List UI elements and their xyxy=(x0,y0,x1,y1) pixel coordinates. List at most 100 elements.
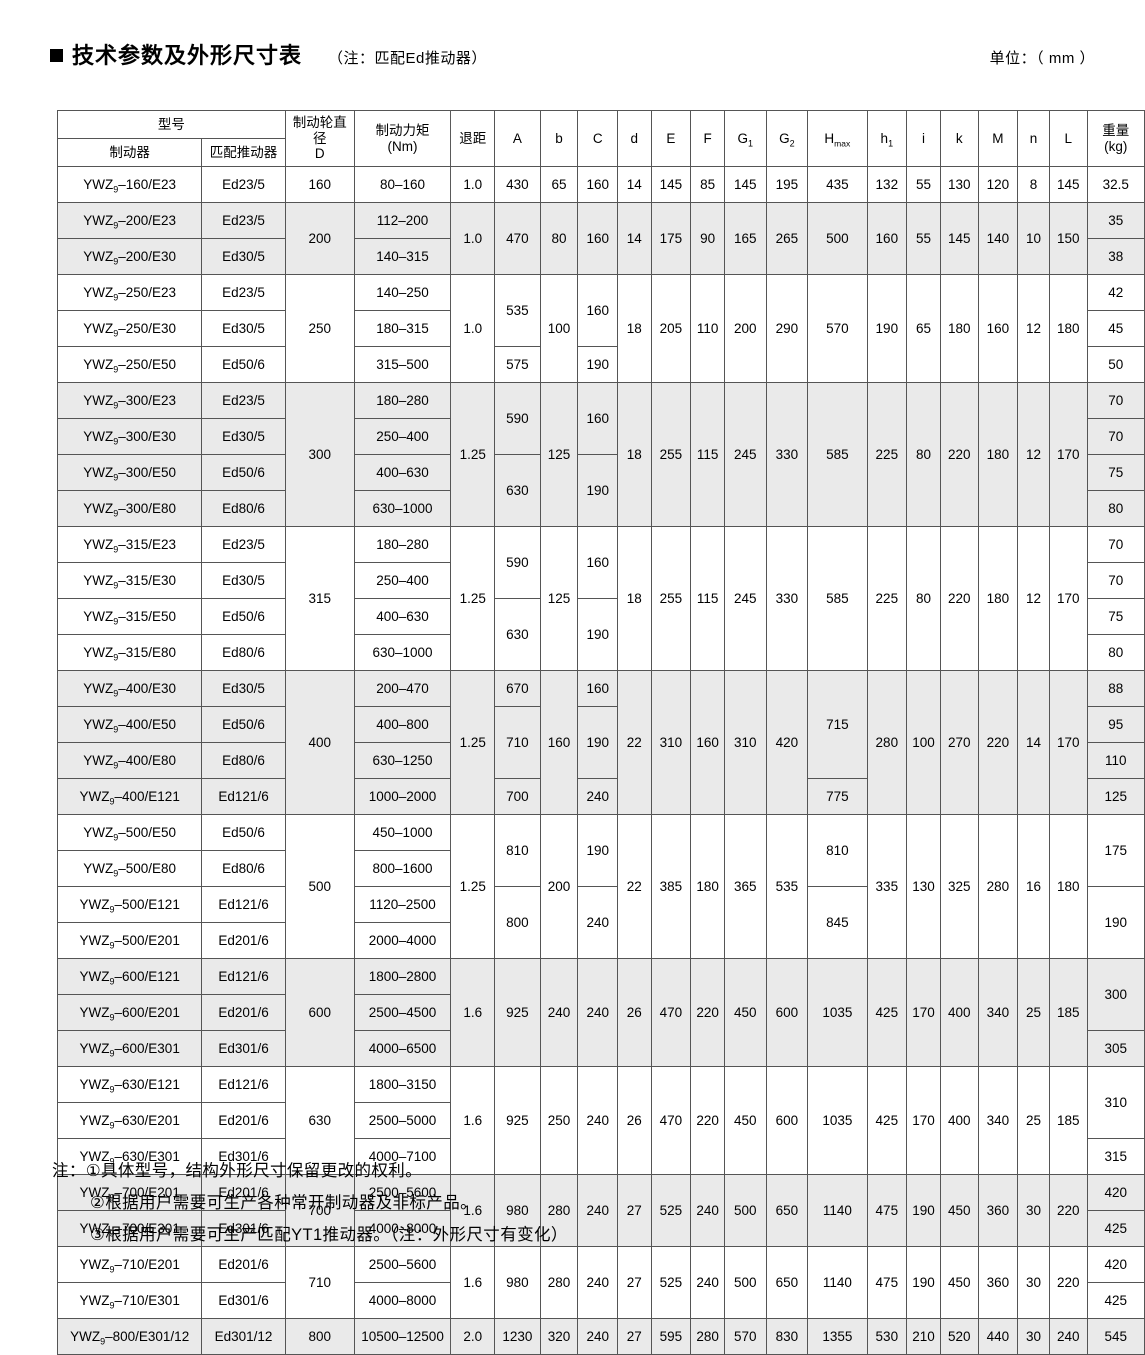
cell-k: 270 xyxy=(939,670,979,815)
cell-b: 280 xyxy=(539,1174,579,1247)
cell-model-brake: YWZ9–710/E201 xyxy=(56,1246,203,1283)
cell-Hmax: 585 xyxy=(807,526,868,671)
cell-F: 220 xyxy=(690,1066,726,1175)
cell-i: 210 xyxy=(906,1318,941,1355)
cell-L: 220 xyxy=(1048,1174,1088,1247)
footnote-line-3: ③根据用户需要可生产匹配YT1推动器。（注：外形尺寸有变化） xyxy=(90,1219,568,1251)
cell-C: 240 xyxy=(577,1318,619,1355)
cell-model-brake: YWZ9–630/E301 xyxy=(56,1138,203,1175)
col-M: M xyxy=(977,110,1019,167)
cell-model-thruster: Ed50/6 xyxy=(201,346,286,383)
col-model-group: 型号 xyxy=(57,110,286,139)
cell-A: 470 xyxy=(494,202,541,275)
cell-weight: 32.5 xyxy=(1086,166,1145,203)
cell-F: 110 xyxy=(690,274,726,383)
cell-L: 220 xyxy=(1048,1246,1088,1319)
cell-h1: 190 xyxy=(866,274,908,383)
cell-model-brake: YWZ9–400/E121 xyxy=(56,778,203,815)
footnote-item-2: ②根据用户需要可生产各种常开制动器及非标产品。 xyxy=(90,1194,477,1213)
cell-wheel-diameter: 250 xyxy=(284,274,355,383)
cell-G1: 450 xyxy=(724,1066,767,1175)
cell-A: 925 xyxy=(494,958,541,1067)
cell-wheel-diameter: 160 xyxy=(284,166,355,203)
footnote-line-2: ②根据用户需要可生产各种常开制动器及非标产品。 xyxy=(90,1187,568,1219)
cell-model-thruster: Ed121/6 xyxy=(201,778,286,815)
table-row: YWZ9–800/E301/12 Ed301/12 800 10500–12500 2.… xyxy=(56,1318,1145,1355)
cell-gap: 1.25 xyxy=(450,526,496,671)
cell-L: 180 xyxy=(1048,814,1088,959)
cell-model-brake: YWZ9–250/E30 xyxy=(56,310,203,347)
table-row: YWZ9–315/E23 Ed23/5 315 180–280 1.25 590 125 16… xyxy=(56,526,1145,671)
col-model-thruster: 匹配推动器 xyxy=(201,138,286,167)
cell-weight: 75 xyxy=(1086,454,1145,491)
cell-weight: 310 xyxy=(1086,1066,1145,1139)
col-h1-base: h xyxy=(880,130,889,146)
col-weight: 重量 (kg) xyxy=(1086,110,1145,167)
cell-weight: 175 xyxy=(1086,814,1145,887)
cell-M: 140 xyxy=(977,202,1019,275)
cell-model-brake: YWZ9–300/E23 xyxy=(56,382,203,419)
cell-h1: 475 xyxy=(866,1246,908,1319)
cell-E: 525 xyxy=(650,1246,692,1319)
cell-F: 280 xyxy=(690,1318,726,1355)
footnote-item-3: ③根据用户需要可生产匹配YT1推动器。（注：外形尺寸有变化） xyxy=(90,1226,568,1245)
cell-model-brake: YWZ9–160/E23 xyxy=(56,166,203,203)
cell-d: 22 xyxy=(617,670,652,815)
table-row: YWZ9–400/E30 Ed30/5 400 200–470 1.25 670 160 16… xyxy=(56,670,1145,815)
cell-G2: 330 xyxy=(765,526,809,671)
cell-torque: 4000–6500 xyxy=(353,1030,452,1067)
col-G2-sub: 2 xyxy=(789,138,795,149)
cell-wheel-diameter: 700 xyxy=(284,1174,355,1247)
cell-gap: 1.25 xyxy=(450,814,496,959)
cell-model-brake: YWZ9–600/E201 xyxy=(56,994,203,1031)
cell-M: 180 xyxy=(977,526,1019,671)
cell-C: 240 xyxy=(577,1246,619,1319)
cell-F: 240 xyxy=(690,1246,726,1319)
cell-C: 190 xyxy=(577,454,619,527)
table-row: YWZ9–400/E80 Ed80/6 630–1250 110 xyxy=(56,742,1145,779)
cell-torque: 2000–4000 xyxy=(353,922,452,959)
cell-wheel-diameter: 800 xyxy=(284,1318,355,1355)
cell-b: 200 xyxy=(539,814,579,959)
cell-model-brake: YWZ9–200/E30 xyxy=(56,238,203,275)
cell-Hmax: 570 xyxy=(807,274,868,383)
cell-Hmax: 1355 xyxy=(807,1318,868,1355)
cell-weight: 75 xyxy=(1086,598,1145,635)
cell-model-thruster: Ed301/12 xyxy=(201,1318,286,1355)
table-row: YWZ9–500/E201 Ed201/6 2000–4000 xyxy=(56,922,1145,959)
header-row-2: 制动器 匹配推动器 xyxy=(56,138,1145,167)
cell-Hmax: 810 xyxy=(807,814,868,887)
cell-M: 180 xyxy=(977,382,1019,527)
cell-torque: 180–280 xyxy=(353,526,452,563)
footnotes: 注：①具体型号，结构外形尺寸保留更改的权利。 ②根据用户需要可生产各种常开制动器… xyxy=(52,1155,568,1252)
col-n: n xyxy=(1017,110,1050,167)
cell-L: 240 xyxy=(1048,1318,1088,1355)
cell-weight: 305 xyxy=(1086,1030,1145,1067)
cell-h1: 225 xyxy=(866,526,908,671)
col-d: d xyxy=(617,110,652,167)
cell-model-brake: YWZ9–300/E80 xyxy=(56,490,203,527)
table-row: YWZ9–600/E201 Ed201/6 2500–4500 xyxy=(56,994,1145,1031)
cell-h1: 425 xyxy=(866,1066,908,1175)
cell-torque: 400–800 xyxy=(353,706,452,743)
col-weight-l1: 重量 xyxy=(1102,122,1130,138)
cell-n: 30 xyxy=(1017,1174,1050,1247)
cell-torque: 250–400 xyxy=(353,562,452,599)
cell-n: 8 xyxy=(1017,166,1050,203)
cell-n: 25 xyxy=(1017,958,1050,1067)
cell-weight: 315 xyxy=(1086,1138,1145,1175)
cell-E: 470 xyxy=(650,958,692,1067)
cell-gap: 1.0 xyxy=(450,274,496,383)
cell-M: 280 xyxy=(977,814,1019,959)
cell-model-brake: YWZ9–400/E80 xyxy=(56,742,203,779)
cell-A: 980 xyxy=(494,1174,541,1247)
cell-torque: 140–315 xyxy=(353,238,452,275)
cell-E: 385 xyxy=(650,814,692,959)
cell-Hmax: 1140 xyxy=(807,1174,868,1247)
cell-k: 450 xyxy=(939,1174,979,1247)
cell-model-thruster: Ed23/5 xyxy=(201,274,286,311)
col-C: C xyxy=(577,110,619,167)
cell-torque: 180–315 xyxy=(353,310,452,347)
table-row: YWZ9–200/E23 Ed23/5 200 112–200 1.0 470 80 160 1… xyxy=(56,202,1145,275)
cell-model-thruster: Ed23/5 xyxy=(201,382,286,419)
